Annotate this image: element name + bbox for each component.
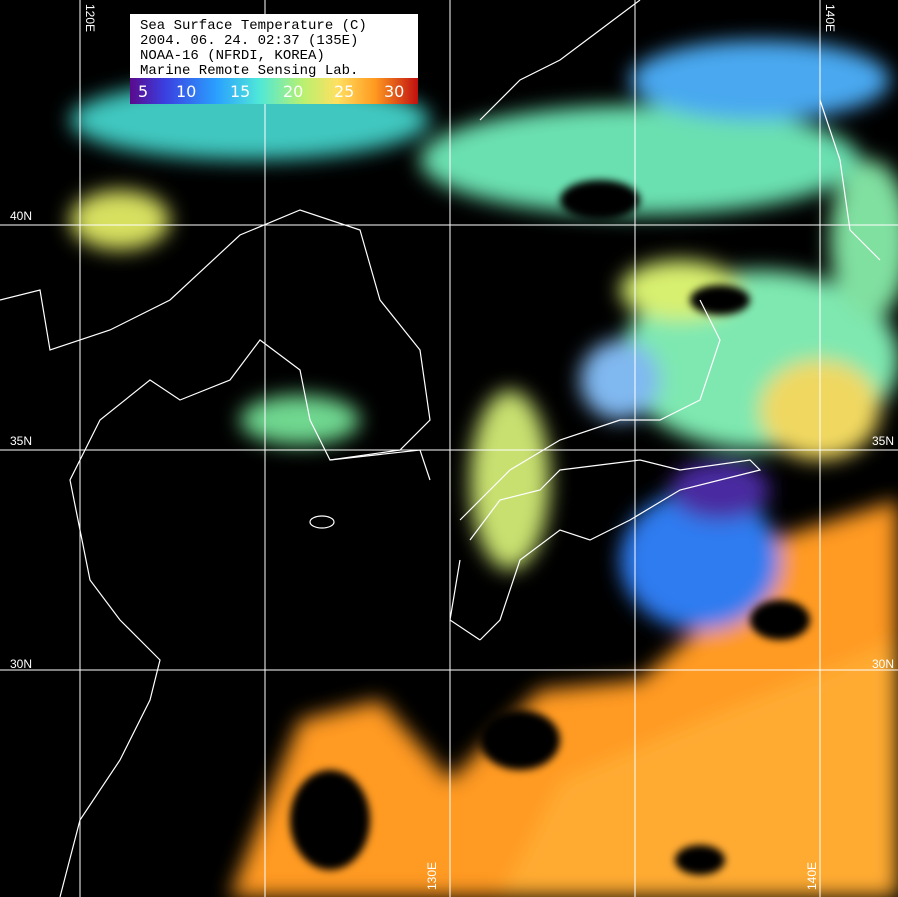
lon-label: 140E	[823, 4, 837, 32]
legend-line: Sea Surface Temperature (C)	[140, 18, 367, 34]
colorbar-label: 30	[384, 82, 404, 101]
lat-label: 40N	[10, 209, 32, 223]
legend-line: Marine Remote Sensing Lab.	[140, 63, 358, 79]
colorbar	[130, 78, 418, 104]
colorbar-label: 5	[138, 82, 148, 101]
legend-box	[130, 14, 418, 78]
lon-label: 120E	[83, 4, 97, 32]
colorbar-label: 20	[283, 82, 303, 101]
legend-line: 2004. 06. 24. 02:37 (135E)	[140, 33, 358, 49]
lon-label: 140E	[805, 862, 819, 890]
lat-label: 35N	[10, 434, 32, 448]
lat-label: 30N	[872, 657, 894, 671]
legend-line: NOAA-16 (NFRDI, KOREA)	[140, 48, 325, 64]
lat-label: 30N	[10, 657, 32, 671]
legend: Sea Surface Temperature (C) 2004. 06. 24…	[130, 14, 418, 104]
lon-label: 130E	[425, 862, 439, 890]
lat-label: 35N	[872, 434, 894, 448]
colorbar-label: 25	[334, 82, 354, 101]
colorbar-label: 10	[176, 82, 196, 101]
cloud-gaps	[290, 180, 810, 875]
colorbar-label: 15	[230, 82, 250, 101]
